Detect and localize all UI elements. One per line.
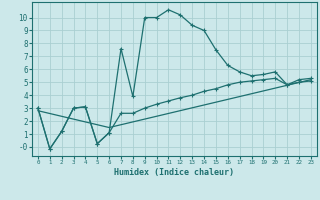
- X-axis label: Humidex (Indice chaleur): Humidex (Indice chaleur): [115, 168, 234, 177]
